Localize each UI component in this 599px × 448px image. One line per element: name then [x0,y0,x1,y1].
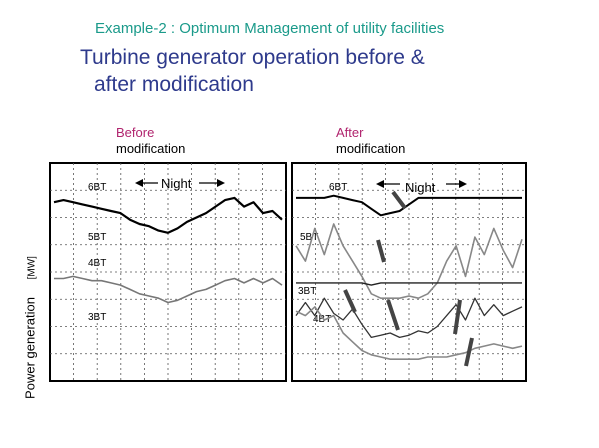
series-line-6bt-5bt [53,196,283,234]
row-label-3bt: 3BT [298,286,316,297]
before-label-line-2: modification [116,141,186,156]
after-grid [292,163,526,381]
hand-arrow-5 [453,299,462,335]
before-grid [50,163,286,381]
row-label-4bt: 4BT [313,314,331,325]
series-line-6bt [296,194,522,217]
series-line-4bt-3bt [54,275,283,304]
before-night-arrowhead-left [135,179,143,187]
hand-arrow-4 [376,239,386,263]
row-label-5bt: 5BT [88,232,106,243]
hand-arrow-1 [391,190,407,210]
row-label-6bt: 6BT [88,182,106,193]
before-panel-label: Before modification [116,125,185,157]
after-night-arrowhead-left [376,180,384,188]
row-label-4bt: 4BT [88,258,106,269]
series-line-3bt [296,282,522,286]
hand-arrow-3 [386,299,400,331]
after-panel-label: After modification [336,125,405,157]
before-chart: 6BT 5BT 4BT 3BT Night [49,162,287,382]
before-night-label: Night [161,176,192,191]
after-night-label: Night [405,180,436,195]
before-label-line-1: Before [116,125,155,140]
row-label-6bt: 6BT [329,182,347,193]
after-row-labels: 6BT 5BT 3BT 4BT [298,182,347,325]
title-line-2: after modification [94,73,254,96]
before-row-labels: 6BT 5BT 4BT 3BT [88,182,106,323]
before-night-annotation: Night [135,176,225,191]
hand-arrow-2 [343,289,357,313]
after-chart: 6BT 5BT 3BT 4BT Night [291,162,527,382]
after-night-annotation: Night [376,180,467,195]
title-line-1: Turbine generator operation before & [80,46,425,69]
row-label-5bt: 5BT [300,232,318,243]
after-label-line-1: After [336,125,364,140]
after-series [295,194,523,361]
after-hand-arrows [343,190,474,367]
before-night-arrowhead-right [217,179,225,187]
series-line-lower [295,306,523,361]
row-label-3bt: 3BT [88,312,106,323]
series-line-4bt [295,297,523,339]
after-night-arrowhead-right [459,180,467,188]
slide-subtitle: Example-2 : Optimum Management of utilit… [95,20,445,37]
hand-arrow-6 [464,337,474,367]
after-label-line-2: modification [336,141,406,156]
before-series [53,196,283,304]
series-line-5bt [295,223,523,300]
slide-title: Turbine generator operation before & aft… [80,44,500,98]
